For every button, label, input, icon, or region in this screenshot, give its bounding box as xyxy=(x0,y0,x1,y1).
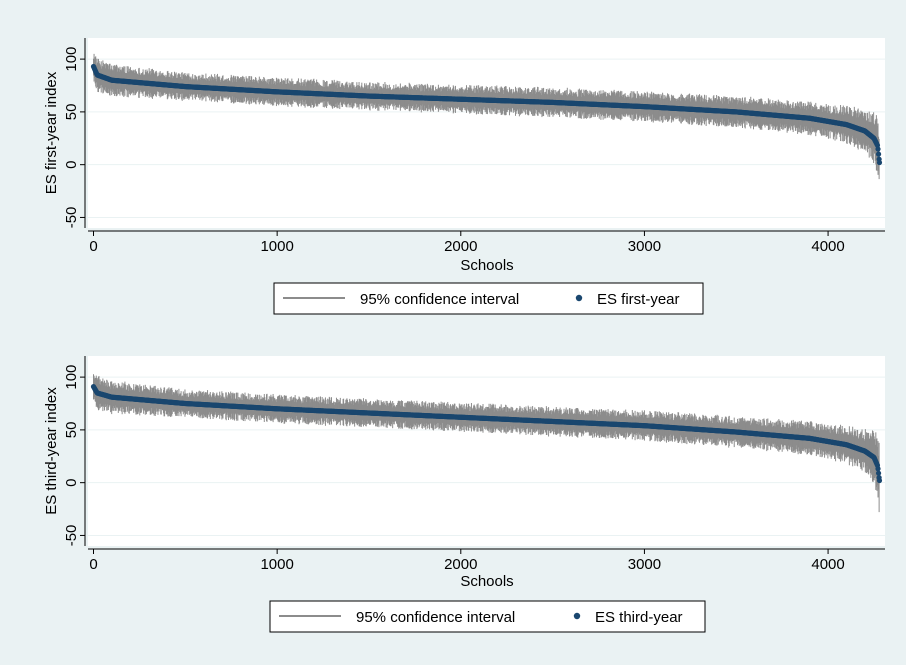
x-tick-label: 1000 xyxy=(260,238,293,255)
y-tick-label: -50 xyxy=(63,207,80,229)
plot-area-first-year xyxy=(88,38,885,228)
estimate-point xyxy=(876,159,883,166)
estimate-point xyxy=(875,146,881,152)
legend-box-first-year xyxy=(273,282,704,315)
x-tick-label: 0 xyxy=(89,238,97,255)
y-tick-label: 50 xyxy=(63,104,80,121)
x-tick-label: 4000 xyxy=(811,238,844,255)
y-axis-first-year: -50 0 50 100 xyxy=(63,38,86,229)
estimate-point xyxy=(875,151,882,157)
x-axis-label-first-year: Schools xyxy=(460,257,513,274)
x-tick-label: 3000 xyxy=(628,238,661,255)
panel-first-year: -50 0 50 100 0 1000 2000 3000 4000 Schools ES f… xyxy=(43,38,885,315)
plot-area-third-year xyxy=(88,356,885,546)
legend-ci-label-first-year: 95% confidence interval xyxy=(360,291,519,308)
ci-third-year xyxy=(93,374,880,513)
x-tick-label: 2000 xyxy=(444,238,477,255)
points-first-year xyxy=(90,63,883,166)
legend-series-label-first-year: ES first-year xyxy=(597,291,680,308)
x-axis-first-year: 0 1000 2000 3000 4000 xyxy=(88,230,885,255)
points-third-year xyxy=(90,384,883,484)
legend-point-swatch-first-year xyxy=(575,294,583,302)
y-tick-label: 100 xyxy=(63,47,80,72)
legend-first-year: 95% confidence interval ES first-year xyxy=(273,282,704,315)
y-axis-label-first-year: ES first-year index xyxy=(43,71,60,194)
y-tick-label: 0 xyxy=(63,160,80,168)
